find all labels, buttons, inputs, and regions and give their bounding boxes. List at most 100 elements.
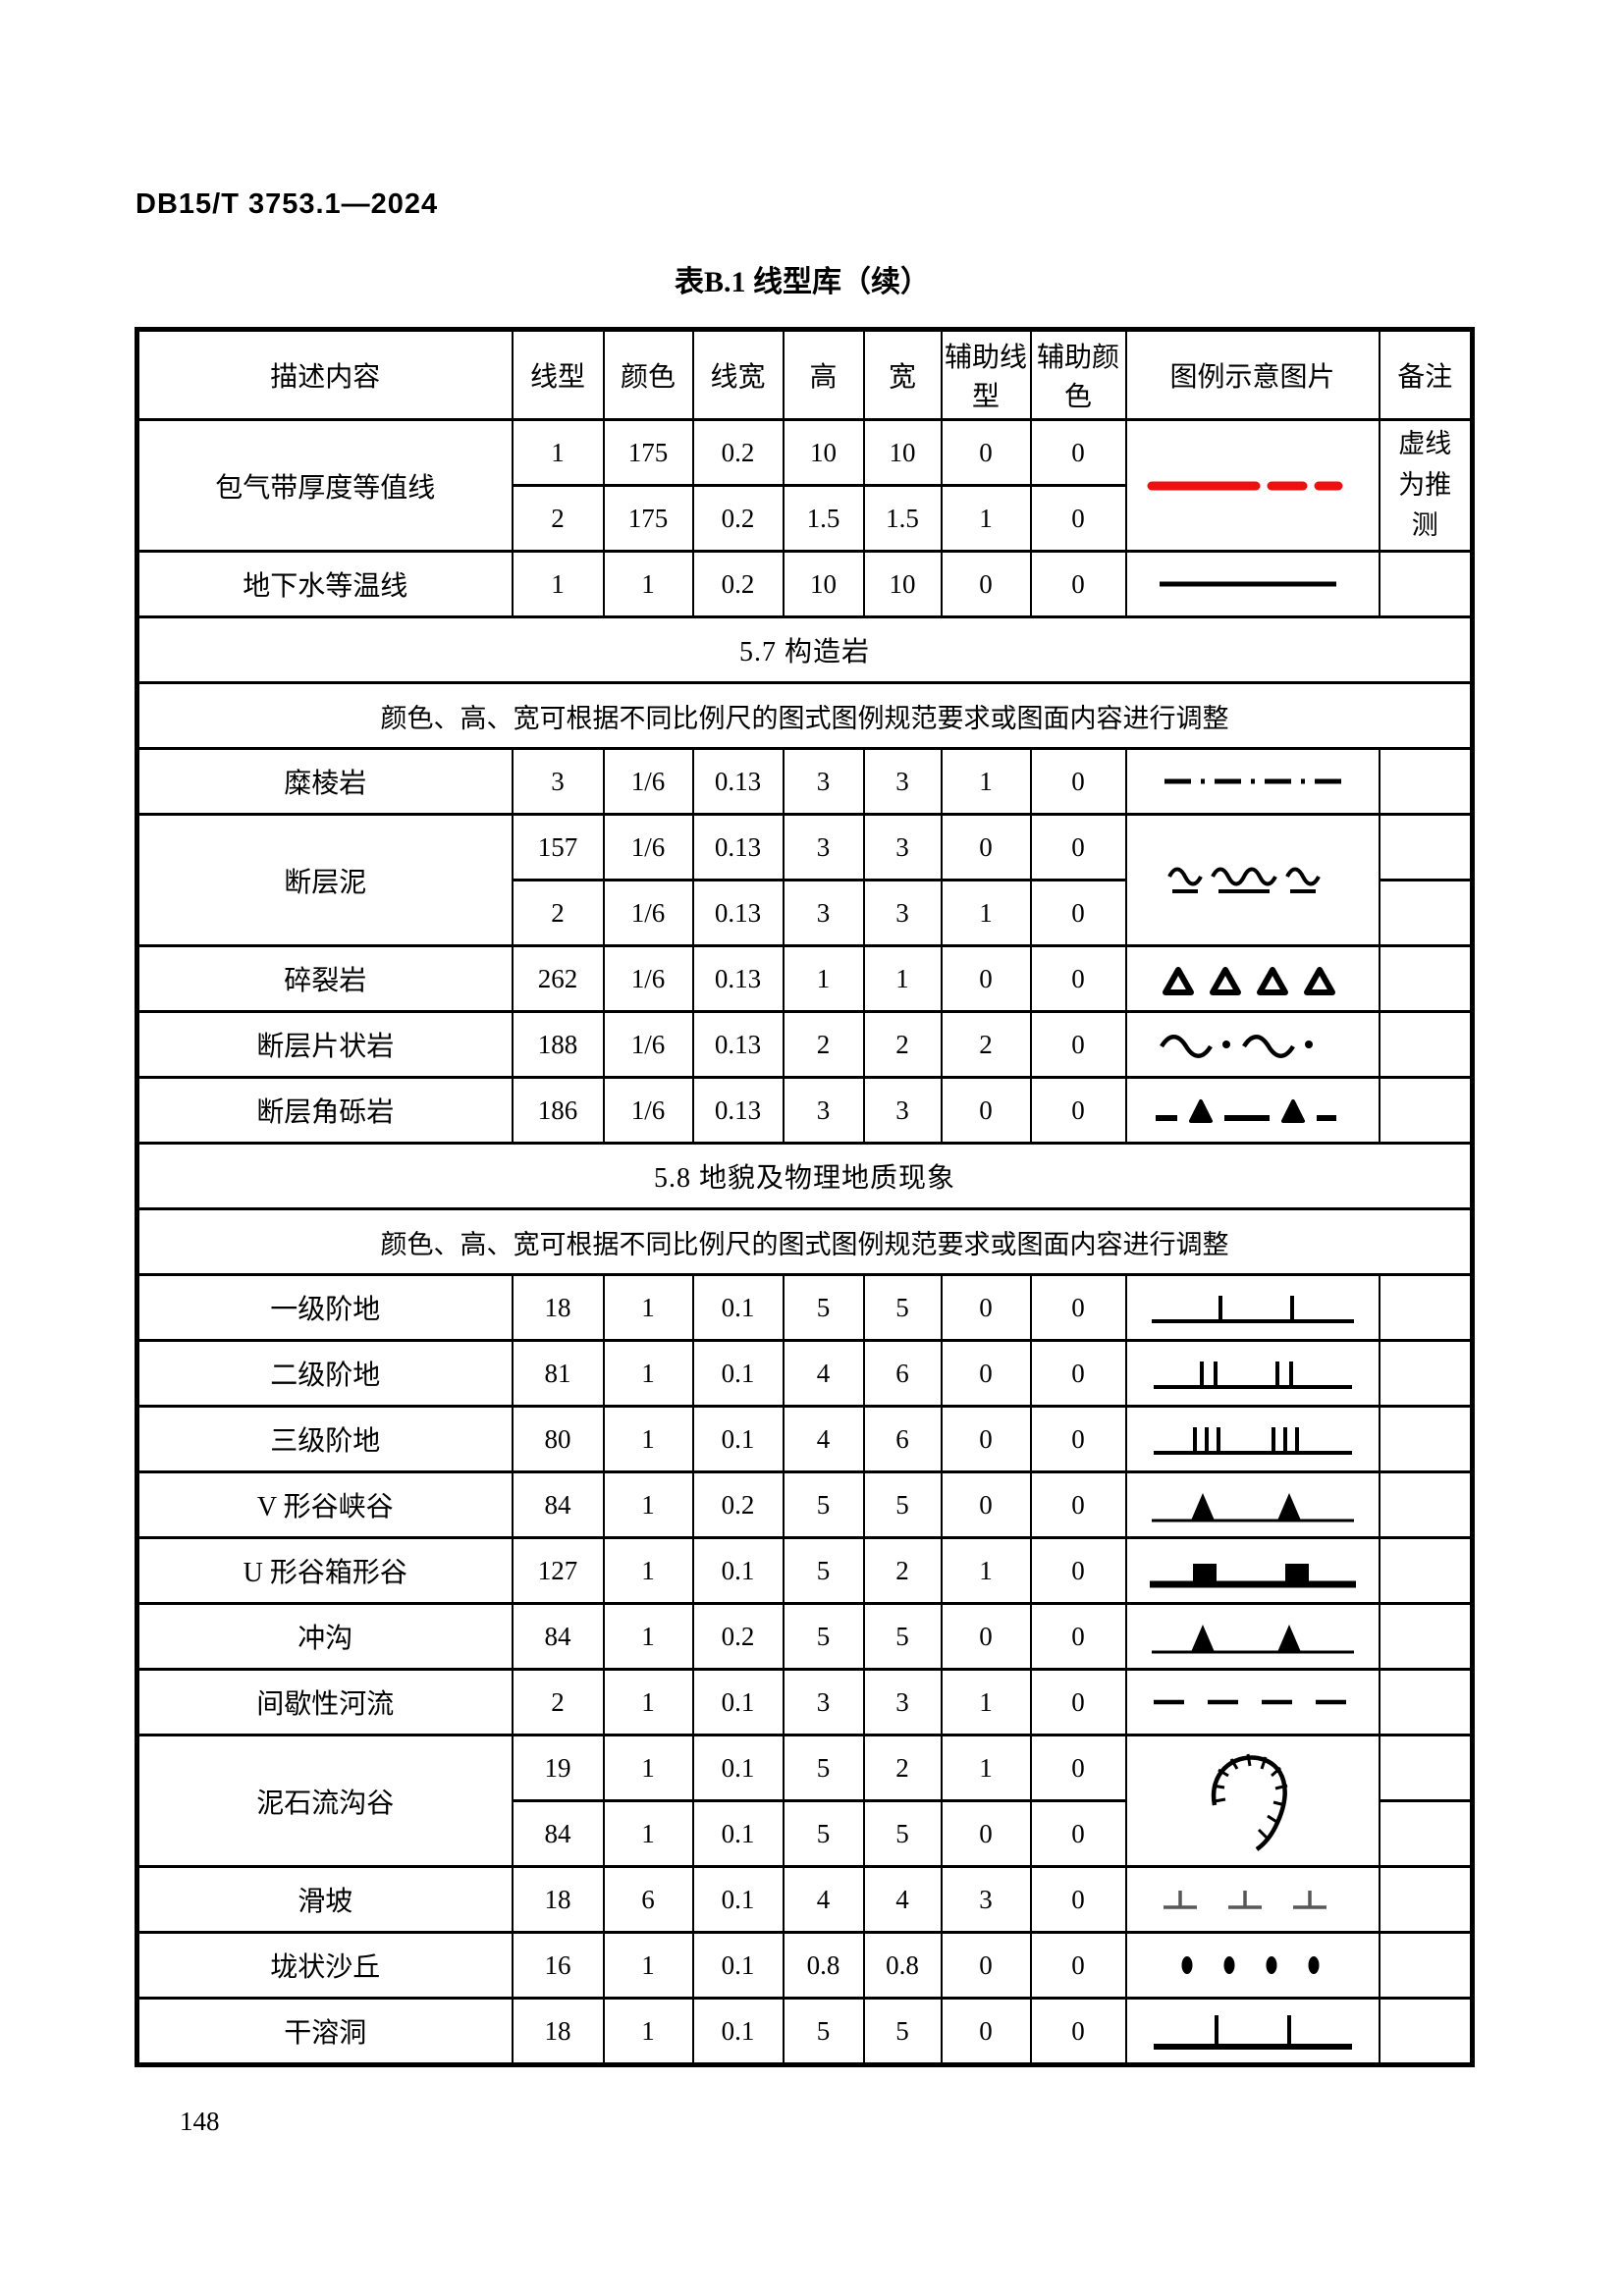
section-row: 5.8 地貌及物理地质现象	[135, 1142, 1474, 1210]
value-cell: 1	[602, 1273, 694, 1342]
value-cell: 1/6	[602, 1010, 694, 1079]
value-cell: 1	[602, 1405, 694, 1473]
value-cell: 0	[940, 418, 1032, 487]
value-cell: 1/6	[602, 944, 694, 1013]
remark-cell	[1378, 1668, 1474, 1736]
value-cell: 0	[1029, 1010, 1127, 1079]
value-cell: 10	[782, 550, 865, 618]
value-cell: 2	[511, 879, 605, 947]
value-cell: 0.1	[691, 1734, 785, 1802]
value-cell: 2	[862, 1536, 943, 1605]
value-cell: 186	[511, 1076, 605, 1145]
value-cell: 0	[1029, 484, 1127, 553]
value-cell: 81	[511, 1339, 605, 1408]
legend-cell	[1124, 1470, 1380, 1539]
row-label-cell: V 形谷峡谷	[135, 1470, 514, 1539]
value-cell: 2	[862, 1734, 943, 1802]
value-cell: 0	[1029, 1997, 1127, 2066]
header-aux-color: 辅助颜色	[1029, 328, 1127, 421]
row-label-cell: 断层泥	[135, 813, 514, 947]
value-cell: 19	[511, 1734, 605, 1802]
remark-cell	[1378, 1010, 1474, 1079]
value-cell: 1	[940, 1536, 1032, 1605]
row-label-cell: 二级阶地	[135, 1339, 514, 1408]
value-cell: 175	[602, 484, 694, 553]
value-cell: 2	[511, 1668, 605, 1736]
value-cell: 2	[511, 484, 605, 553]
solid-line-legend	[1159, 581, 1336, 587]
value-cell: 188	[511, 1010, 605, 1079]
legend-cell	[1124, 1076, 1380, 1145]
value-cell: 0.1	[691, 1931, 785, 2000]
value-cell: 3	[782, 747, 865, 816]
value-cell: 0	[1029, 1273, 1127, 1342]
value-cell: 3	[862, 879, 943, 947]
value-cell: 0	[1029, 1865, 1127, 1934]
row-label-cell: 地下水等温线	[135, 550, 514, 618]
legend-cell	[1124, 747, 1380, 816]
note-row: 颜色、高、宽可根据不同比例尺的图式图例规范要求或图面内容进行调整	[135, 1207, 1474, 1276]
line-filled-triangles-legend	[1151, 1493, 1354, 1522]
line-filled-triangles-legend	[1151, 1625, 1354, 1654]
remark-cell	[1378, 1734, 1474, 1802]
dash-triangle-legend	[1155, 1099, 1336, 1123]
value-cell: 0.2	[691, 484, 785, 553]
legend-cell	[1124, 418, 1380, 553]
legend-cell	[1124, 1273, 1380, 1342]
value-cell: 1	[602, 550, 694, 618]
value-cell: 5	[782, 1470, 865, 1539]
value-cell: 0	[940, 1076, 1032, 1145]
table-header-row: 描述内容 线型 颜色 线宽 高 宽 辅助线型 辅助颜色 图例示意图片 备注	[135, 328, 1474, 421]
remark-cell	[1378, 747, 1474, 816]
value-cell: 0	[1029, 879, 1127, 947]
value-cell: 262	[511, 944, 605, 1013]
value-cell: 3	[940, 1865, 1032, 1934]
value-cell: 3	[782, 879, 865, 947]
line-double-ticks-legend	[1153, 1362, 1352, 1389]
value-cell: 0	[1029, 944, 1127, 1013]
value-cell: 0.13	[691, 1076, 785, 1145]
value-cell: 0.13	[691, 747, 785, 816]
legend-cell	[1124, 1734, 1380, 1868]
legend-cell	[1124, 1668, 1380, 1736]
value-cell: 0.1	[691, 1273, 785, 1342]
value-cell: 1.5	[782, 484, 865, 553]
value-cell: 3	[511, 747, 605, 816]
legend-cell	[1124, 944, 1380, 1013]
value-cell: 4	[782, 1339, 865, 1408]
note-text: 颜色、高、宽可根据不同比例尺的图式图例规范要求或图面内容进行调整	[135, 1207, 1474, 1276]
value-cell: 10	[862, 550, 943, 618]
header-color: 颜色	[602, 328, 694, 421]
value-cell: 4	[862, 1865, 943, 1934]
value-cell: 2	[862, 1010, 943, 1079]
value-cell: 0	[940, 1931, 1032, 2000]
value-cell: 0	[1029, 1405, 1127, 1473]
remark-cell	[1378, 944, 1474, 1013]
thick-line-ticks-legend	[1153, 2015, 1352, 2050]
value-cell: 0.1	[691, 1865, 785, 1934]
value-cell: 1	[602, 1931, 694, 2000]
row-label-cell: 滑坡	[135, 1865, 514, 1934]
value-cell: 1/6	[602, 747, 694, 816]
value-cell: 0	[940, 550, 1032, 618]
header-height: 高	[782, 328, 865, 421]
tilde-over-dash-legend	[1166, 867, 1321, 893]
value-cell: 0	[1029, 813, 1127, 881]
legend-cell	[1124, 1997, 1380, 2066]
value-cell: 0	[1029, 418, 1127, 487]
value-cell: 1	[602, 1799, 694, 1868]
value-cell: 1	[602, 1602, 694, 1671]
legend-cell	[1124, 1405, 1380, 1473]
value-cell: 6	[602, 1865, 694, 1934]
remark-cell	[1378, 1997, 1474, 2066]
row-label-cell: 间歇性河流	[135, 1668, 514, 1736]
header-width: 宽	[862, 328, 943, 421]
table-row: 包气带厚度等值线 1 175 0.2 10 10 0 0 虚线为推测	[135, 418, 1474, 553]
